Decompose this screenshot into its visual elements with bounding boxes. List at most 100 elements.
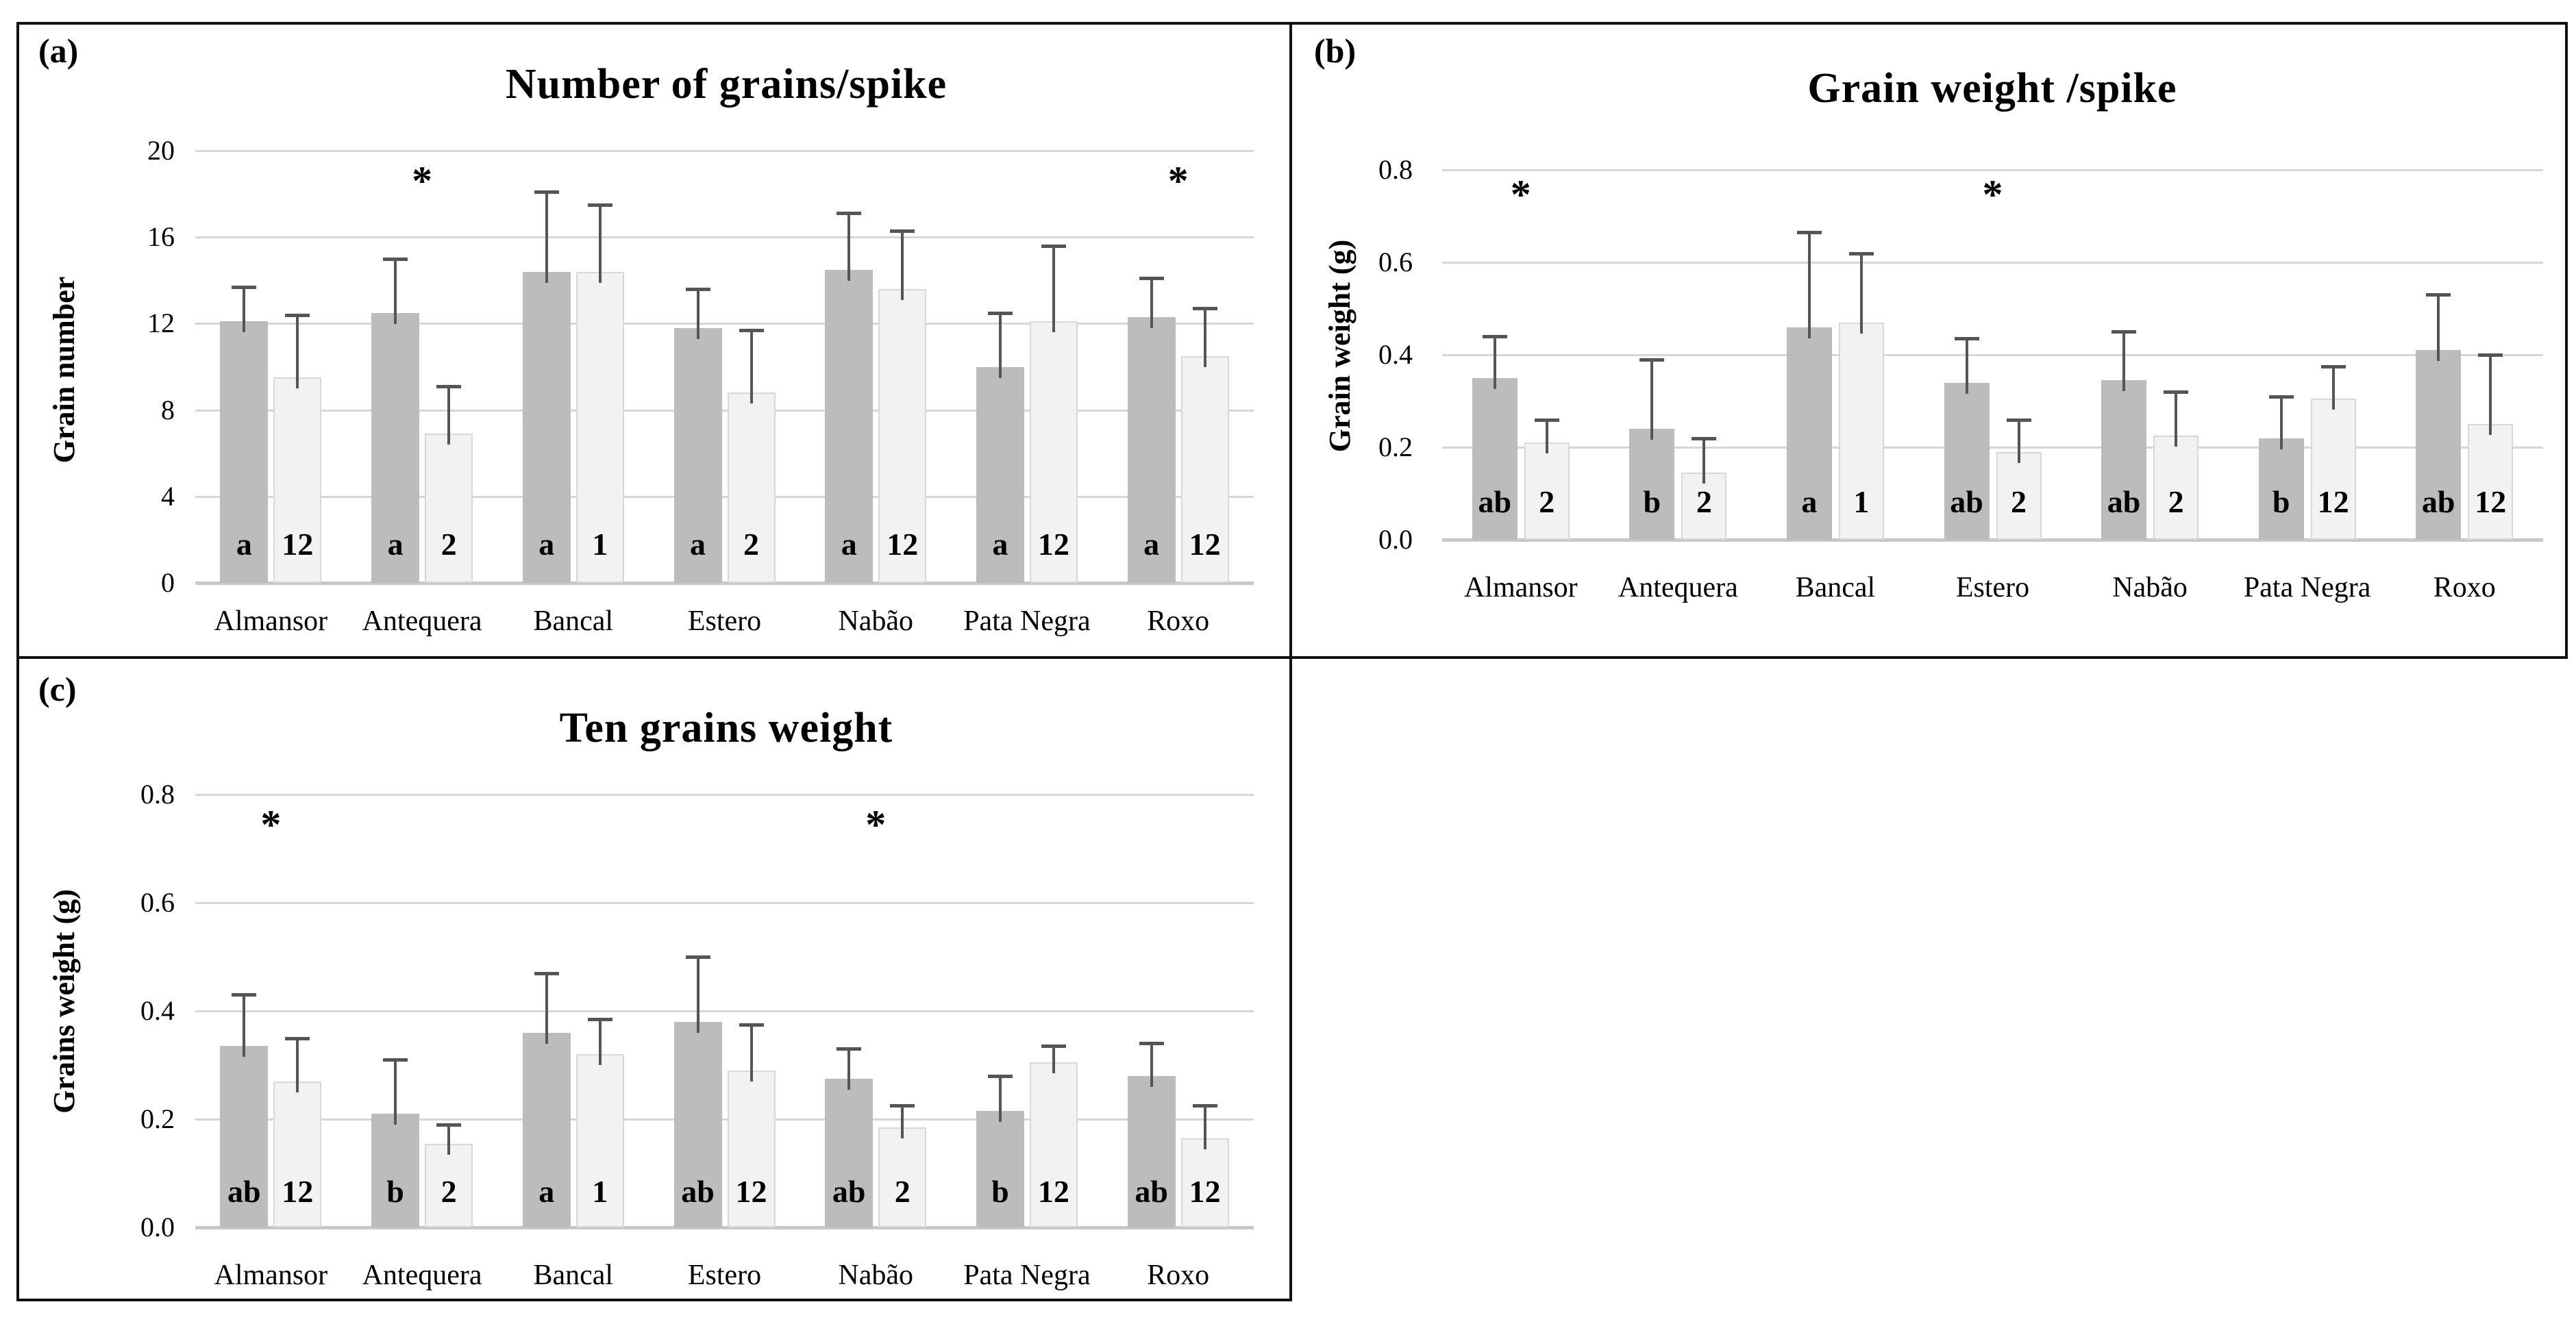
bar-label-roxo-letter: ab bbox=[1135, 1174, 1168, 1209]
error-bar-cap bbox=[383, 1058, 408, 1062]
bar-label-bancal-number: 1 bbox=[592, 527, 608, 562]
x-category-label-bancal: Bancal bbox=[533, 1260, 614, 1291]
bar-label-pata-negra-number: 12 bbox=[2317, 484, 2349, 519]
y-tick-label: 0.4 bbox=[1378, 339, 1413, 370]
bar-roxo-dark bbox=[2416, 350, 2462, 540]
error-bar-line bbox=[1150, 278, 1153, 328]
bar-nabao-dark bbox=[825, 1078, 874, 1227]
error-bar-cap bbox=[890, 1104, 915, 1108]
panel-c-tag: (c) bbox=[38, 670, 77, 708]
error-bar-line bbox=[750, 1024, 753, 1081]
chart-c-title: Ten grains weight bbox=[559, 705, 893, 752]
x-category-label-bancal: Bancal bbox=[533, 605, 614, 637]
bar-label-antequera-letter: b bbox=[1643, 484, 1661, 519]
bar-label-roxo-number: 12 bbox=[1189, 1174, 1221, 1209]
bar-pata-negra-dark bbox=[976, 366, 1024, 583]
error-bar-cap bbox=[534, 190, 559, 194]
gridline-c-0.0 bbox=[195, 1226, 1254, 1229]
bar-roxo-dark bbox=[1127, 316, 1176, 583]
bar-label-estero-letter: ab bbox=[681, 1174, 715, 1209]
bar-label-nabao-letter: ab bbox=[832, 1174, 866, 1209]
error-bar-line bbox=[447, 386, 451, 445]
error-bar-cap bbox=[2478, 353, 2503, 357]
y-tick-label: 16 bbox=[147, 221, 175, 253]
error-bar-line bbox=[1203, 1105, 1206, 1149]
error-bar-cap bbox=[1692, 436, 1717, 440]
bar-label-nabao-number: 2 bbox=[2168, 484, 2184, 519]
error-bar-line bbox=[1150, 1043, 1153, 1087]
bar-estero-light bbox=[727, 392, 776, 583]
x-category-label-antequera: Antequera bbox=[362, 605, 482, 637]
bar-bancal-dark bbox=[522, 271, 571, 583]
error-bar-line bbox=[1859, 253, 1863, 334]
bar-estero-light bbox=[727, 1070, 776, 1227]
error-bar-cap bbox=[1139, 277, 1164, 281]
y-tick-label: 20 bbox=[147, 135, 175, 166]
x-category-label-almansor: Almansor bbox=[214, 605, 328, 637]
bar-roxo-light bbox=[1180, 355, 1229, 583]
error-bar-line bbox=[2122, 332, 2126, 392]
error-bar-cap bbox=[587, 1017, 612, 1021]
bar-antequera-dark bbox=[371, 1114, 420, 1227]
error-bar-cap bbox=[837, 1047, 862, 1051]
error-bar-cap bbox=[2006, 418, 2031, 422]
bar-label-bancal-letter: a bbox=[538, 1174, 555, 1209]
bar-estero-light bbox=[1996, 451, 2042, 540]
error-bar-cap bbox=[739, 1023, 764, 1027]
bar-antequera-dark bbox=[1629, 429, 1675, 540]
bar-label-bancal-number: 1 bbox=[592, 1174, 608, 1209]
error-bar-cap bbox=[1482, 335, 1507, 338]
y-tick-label: 0 bbox=[161, 567, 175, 598]
bar-estero-dark bbox=[673, 327, 722, 583]
gridline-a-16 bbox=[195, 236, 1254, 239]
bar-bancal-light bbox=[1838, 322, 1884, 540]
error-bar-line bbox=[696, 288, 699, 339]
x-category-label-nabao: Nabão bbox=[2112, 572, 2188, 603]
x-category-label-roxo: Roxo bbox=[2433, 572, 2496, 603]
error-bar-line bbox=[447, 1124, 451, 1155]
error-bar-cap bbox=[1534, 418, 1559, 422]
error-bar-line bbox=[847, 213, 851, 281]
error-bar-cap bbox=[1848, 251, 1874, 255]
error-bar-cap bbox=[987, 311, 1013, 315]
bar-label-pata-negra-number: 12 bbox=[1037, 1174, 1069, 1209]
bar-antequera-light bbox=[425, 434, 473, 583]
panel-a-tag: (a) bbox=[38, 32, 79, 70]
x-category-label-antequera: Antequera bbox=[1618, 572, 1738, 603]
bar-pata-negra-dark bbox=[976, 1111, 1024, 1227]
y-tick-label: 0.6 bbox=[1378, 247, 1413, 277]
error-bar-cap bbox=[1954, 337, 1979, 341]
error-bar-line bbox=[1807, 232, 1811, 338]
error-bar-cap bbox=[285, 1036, 310, 1040]
chart-a-y-axis-label: Grain number bbox=[47, 276, 81, 464]
bar-label-roxo-letter: ab bbox=[2421, 484, 2455, 519]
error-bar-cap bbox=[1192, 1104, 1217, 1108]
error-bar-cap bbox=[1192, 307, 1217, 311]
error-bar-cap bbox=[837, 212, 862, 216]
gridline-a-0 bbox=[195, 581, 1254, 585]
panel-b-tag: (b) bbox=[1314, 32, 1357, 70]
x-category-label-pata-negra: Pata Negra bbox=[963, 605, 1091, 637]
x-category-label-antequera: Antequera bbox=[362, 1260, 482, 1291]
bar-estero-dark bbox=[673, 1021, 722, 1227]
error-bar-cap bbox=[285, 313, 310, 317]
error-bar-line bbox=[998, 312, 1002, 378]
error-bar-cap bbox=[685, 955, 710, 959]
y-tick-label: 0.2 bbox=[1378, 431, 1413, 462]
bar-label-almansor-letter: ab bbox=[1478, 484, 1512, 519]
bar-nabao-light bbox=[878, 288, 927, 583]
bar-label-estero-letter: a bbox=[690, 527, 706, 562]
error-bar-cap bbox=[2268, 395, 2294, 399]
bar-label-almansor-number: 2 bbox=[1539, 484, 1555, 519]
x-category-label-estero: Estero bbox=[1955, 572, 2030, 603]
bar-label-antequera-number: 2 bbox=[441, 527, 457, 562]
gridline-b-0.8 bbox=[1442, 169, 2543, 171]
significance-asterisk-b-almansor: * bbox=[1510, 172, 1531, 217]
y-tick-label: 8 bbox=[161, 394, 175, 425]
significance-asterisk-c-almansor: * bbox=[260, 802, 282, 847]
bar-bancal-light bbox=[575, 1054, 624, 1227]
gridline-c-0.4 bbox=[195, 1010, 1254, 1012]
error-bar-line bbox=[1650, 359, 1654, 440]
bar-label-almansor-number: 12 bbox=[282, 1174, 314, 1209]
bar-label-antequera-letter: b bbox=[386, 1174, 404, 1209]
